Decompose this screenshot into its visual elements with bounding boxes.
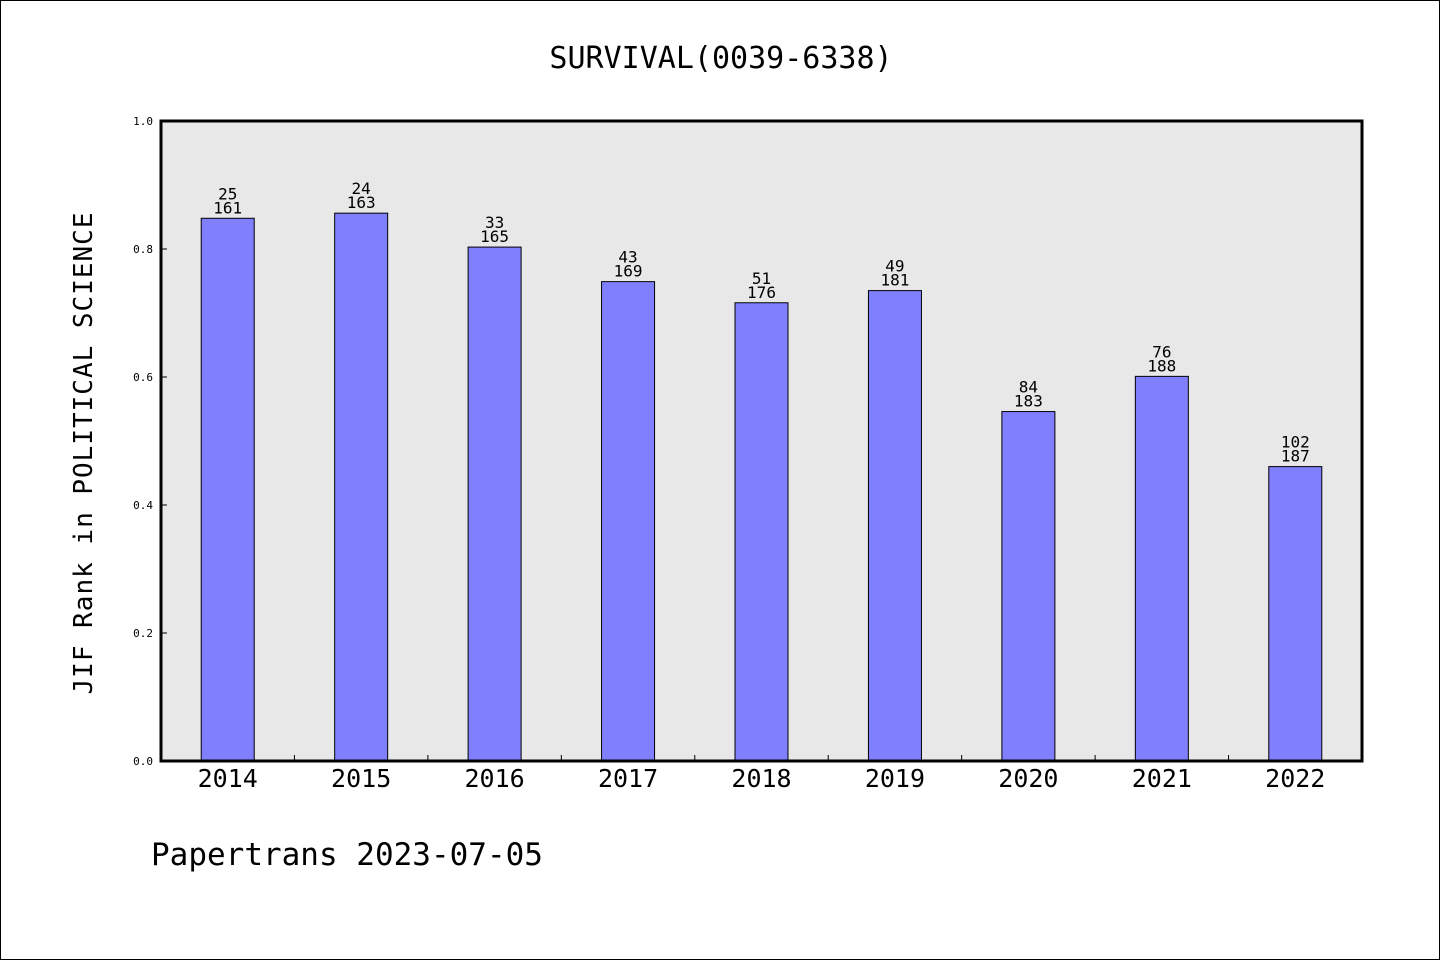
bar — [1001, 411, 1056, 762]
bar — [601, 281, 656, 762]
bar-label-rank: 76 — [1152, 342, 1171, 361]
bar-label-rank: 49 — [885, 257, 904, 276]
bar-label-rank: 25 — [218, 184, 237, 203]
bar-label-total: 176 — [747, 283, 776, 302]
bar-label-total: 169 — [614, 262, 643, 281]
chart-title: SURVIVAL(0039-6338) — [549, 41, 892, 76]
bar — [334, 212, 389, 762]
x-tick-label: 2022 — [1265, 764, 1325, 793]
bar — [200, 217, 255, 762]
bar — [867, 290, 922, 762]
bar — [1268, 466, 1323, 762]
bar-label-rank: 51 — [752, 269, 771, 288]
footer-credit: Papertrans 2023-07-05 — [151, 837, 543, 873]
plot-area: 0.00.20.40.60.81.02516120142416320153316… — [133, 115, 1364, 793]
bar-label-total: 187 — [1281, 447, 1310, 466]
y-tick-label: 0.0 — [133, 755, 153, 768]
bar-label-rank: 43 — [618, 248, 637, 267]
x-tick-label: 2015 — [331, 764, 391, 793]
y-tick-label: 0.6 — [133, 371, 153, 384]
x-tick-label: 2016 — [465, 764, 525, 793]
y-tick-label: 1.0 — [133, 115, 153, 128]
bar-label-total: 181 — [880, 271, 909, 290]
y-tick-label: 0.2 — [133, 627, 153, 640]
x-tick-label: 2019 — [865, 764, 925, 793]
bar — [734, 302, 789, 762]
bar-label-rank: 84 — [1019, 378, 1038, 397]
y-axis-label: JIF Rank in POLITICAL SCIENCE — [69, 212, 99, 695]
x-tick-label: 2018 — [731, 764, 791, 793]
bar-label-total: 165 — [480, 227, 509, 246]
bar-label-rank: 33 — [485, 213, 504, 232]
x-tick-label: 2014 — [198, 764, 258, 793]
bar — [1134, 375, 1189, 762]
bar-label-total: 161 — [213, 198, 242, 217]
bar — [467, 246, 522, 762]
y-tick-label: 0.4 — [133, 499, 153, 512]
bar-label-total: 163 — [347, 193, 376, 212]
bar-label-total: 183 — [1014, 392, 1043, 411]
x-tick-label: 2017 — [598, 764, 658, 793]
bar-label-rank: 102 — [1281, 433, 1310, 452]
bar-label-total: 188 — [1147, 356, 1176, 375]
bar-label-rank: 24 — [352, 179, 371, 198]
plot-border — [159, 119, 1364, 763]
y-tick-label: 0.8 — [133, 243, 153, 256]
x-tick-label: 2020 — [998, 764, 1058, 793]
x-tick-label: 2021 — [1132, 764, 1192, 793]
